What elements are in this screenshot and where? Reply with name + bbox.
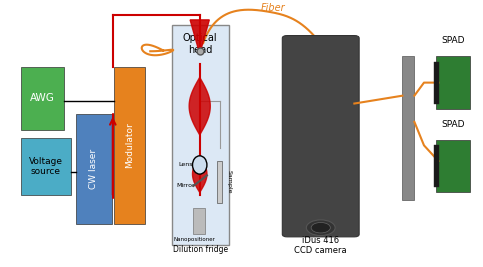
FancyBboxPatch shape [216,161,222,203]
FancyBboxPatch shape [436,140,469,193]
Text: Mirror: Mirror [177,183,195,189]
Text: Sample: Sample [226,170,231,194]
Polygon shape [189,77,210,135]
Text: Fiber: Fiber [260,3,285,13]
Ellipse shape [193,156,207,174]
Text: Nanopositioner: Nanopositioner [173,237,215,242]
FancyBboxPatch shape [283,36,359,237]
Text: Voltage
source: Voltage source [29,156,63,176]
FancyBboxPatch shape [21,67,64,130]
FancyBboxPatch shape [76,114,112,224]
FancyBboxPatch shape [436,57,469,109]
FancyBboxPatch shape [114,67,145,224]
Text: Optical
head: Optical head [183,33,217,54]
Polygon shape [190,20,209,54]
Text: SPAD: SPAD [441,36,465,45]
Text: Modulator: Modulator [126,123,134,168]
Text: iDus 416
CCD camera: iDus 416 CCD camera [295,236,347,255]
Ellipse shape [306,220,335,235]
Text: Spectrometer: Spectrometer [403,109,412,161]
Text: CW laser: CW laser [89,149,99,189]
FancyBboxPatch shape [434,62,440,104]
FancyBboxPatch shape [194,208,205,234]
Text: Lens: Lens [178,162,193,167]
Ellipse shape [311,222,330,233]
FancyBboxPatch shape [402,57,414,200]
Polygon shape [193,156,207,193]
Text: Dilution fridge: Dilution fridge [172,245,228,254]
FancyBboxPatch shape [21,138,71,195]
Text: SPAD: SPAD [441,120,465,129]
FancyBboxPatch shape [172,25,228,245]
FancyBboxPatch shape [434,145,440,187]
Text: AWG: AWG [30,93,55,103]
